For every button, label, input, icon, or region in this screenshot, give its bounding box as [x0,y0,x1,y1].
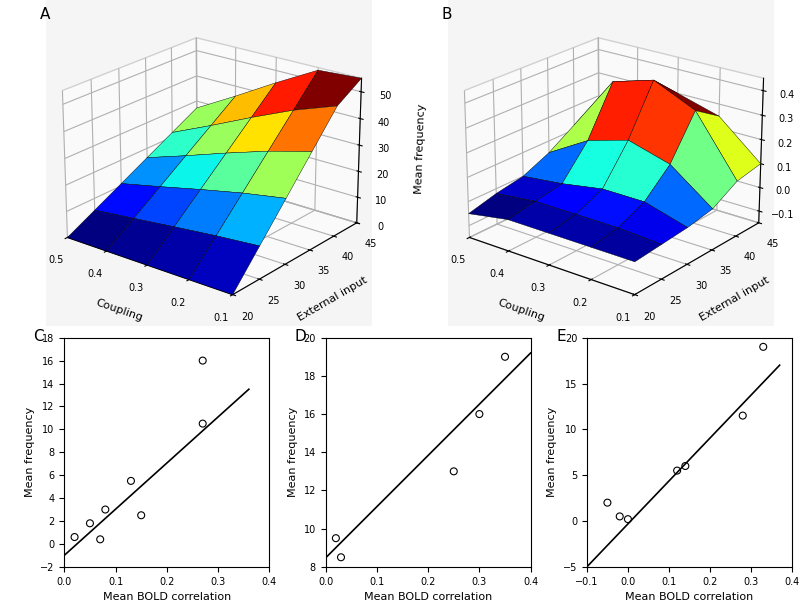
Point [446,467,459,476]
Point [498,352,511,362]
Point [613,511,626,521]
Point [621,514,634,524]
X-axis label: Coupling: Coupling [495,298,545,323]
Text: E: E [556,329,565,344]
Point [736,411,748,420]
Y-axis label: External input: External input [296,274,369,323]
Y-axis label: Mean frequency: Mean frequency [287,407,298,497]
Y-axis label: Mean frequency: Mean frequency [25,407,35,497]
Point [94,534,107,544]
Point [472,409,485,419]
Point [670,466,683,475]
Point [135,510,148,520]
X-axis label: Mean BOLD correlation: Mean BOLD correlation [103,592,230,602]
X-axis label: Mean BOLD correlation: Mean BOLD correlation [625,592,752,602]
Y-axis label: External input: External input [697,274,770,323]
Point [678,461,691,471]
Point [84,519,96,528]
Point [329,534,342,543]
Y-axis label: Mean frequency: Mean frequency [547,407,556,497]
Point [124,476,137,486]
Point [756,342,768,352]
Point [601,498,613,508]
Text: D: D [295,329,306,344]
X-axis label: Coupling: Coupling [94,298,144,323]
X-axis label: Mean BOLD correlation: Mean BOLD correlation [364,592,491,602]
Point [196,418,209,428]
Point [99,505,112,514]
Point [334,552,347,562]
Point [68,532,81,542]
Text: B: B [441,7,451,22]
Point [196,356,209,365]
Text: A: A [39,7,50,22]
Text: C: C [34,329,44,344]
